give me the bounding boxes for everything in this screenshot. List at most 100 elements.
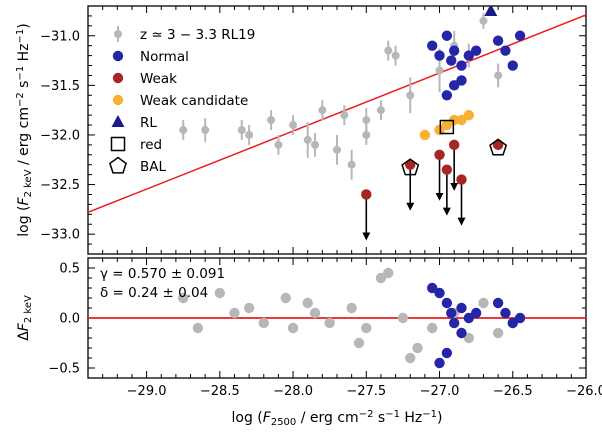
residual-normal-point bbox=[441, 347, 453, 359]
weak-candidate-point bbox=[456, 114, 467, 126]
normal-point bbox=[507, 60, 518, 71]
residual-rl19-point bbox=[397, 312, 409, 324]
legend-normal-label: Normal bbox=[140, 49, 189, 65]
rl19-point bbox=[311, 140, 320, 149]
rl19-point bbox=[318, 106, 327, 115]
rl19-point bbox=[384, 46, 393, 55]
fit-line bbox=[88, 14, 586, 214]
residual-normal-point bbox=[434, 287, 445, 299]
legend-rl-label: RL bbox=[140, 115, 157, 131]
residual-normal-point bbox=[434, 357, 445, 369]
top-plot-frame bbox=[87, 5, 587, 255]
fit-parameter-annotation: γ = 0.570 ± 0.091 bbox=[100, 266, 225, 282]
residual-rl19-point bbox=[229, 307, 240, 319]
legend-rl19-marker bbox=[114, 30, 122, 38]
residual-normal-point bbox=[427, 282, 438, 294]
rl19-point bbox=[435, 66, 444, 75]
weak-point bbox=[434, 149, 445, 160]
weak-candidate-point bbox=[441, 119, 453, 131]
top-y-axis-label: log (F2 keV / erg cm−2 s−1 Hz−1) bbox=[15, 23, 34, 237]
legend-red-marker bbox=[110, 136, 126, 152]
rl19-point bbox=[289, 121, 298, 130]
weak-candidate-point bbox=[434, 124, 445, 136]
residual-normal-point bbox=[456, 302, 467, 314]
normal-point bbox=[446, 55, 457, 66]
top-y-tick-label: −32.0 bbox=[40, 128, 80, 143]
normal-point bbox=[470, 45, 482, 56]
normal-point bbox=[434, 50, 445, 61]
x-tick-label: −29.0 bbox=[127, 384, 167, 399]
top-y-tick-label: −31.0 bbox=[40, 29, 80, 44]
residual-rl19-point bbox=[383, 267, 394, 279]
bottom-y-tick-label: 0.5 bbox=[59, 262, 80, 277]
legend-weak-label: Weak bbox=[140, 71, 177, 87]
residual-rl19-point bbox=[287, 322, 299, 334]
bottom-plot-area bbox=[88, 267, 586, 369]
bottom-y-tick-label: 0.0 bbox=[59, 312, 80, 327]
residual-rl19-point bbox=[178, 292, 189, 304]
weak-point bbox=[492, 139, 504, 151]
x-tick-label: −27.0 bbox=[420, 384, 460, 399]
x-tick-label: −28.0 bbox=[273, 384, 313, 399]
x-tick-label: −28.5 bbox=[200, 384, 240, 399]
weak-point bbox=[456, 174, 467, 185]
normal-point bbox=[463, 50, 475, 61]
legend-red-label: red bbox=[140, 137, 162, 153]
x-tick-label: −26.0 bbox=[566, 384, 602, 399]
residual-rl19-point bbox=[346, 302, 357, 314]
normal-point bbox=[514, 30, 526, 41]
normal-point bbox=[456, 60, 467, 71]
rl19-point bbox=[333, 145, 341, 154]
residual-normal-point bbox=[463, 312, 475, 324]
residual-rl19-point bbox=[478, 297, 489, 309]
residual-rl19-point bbox=[412, 342, 423, 354]
bottom-y-axis-label: ΔF2 keV bbox=[16, 295, 34, 341]
fit-parameter-annotation: δ = 0.24 ± 0.04 bbox=[100, 285, 208, 301]
bal-pentagon-marker bbox=[401, 158, 420, 176]
residual-normal-point bbox=[470, 307, 482, 319]
residual-normal-point bbox=[441, 297, 453, 309]
rl19-point bbox=[362, 116, 371, 125]
red-square-marker bbox=[439, 119, 455, 135]
rl19-point bbox=[494, 71, 503, 80]
weak-candidate-point bbox=[448, 114, 460, 126]
residual-normal-point bbox=[500, 307, 511, 319]
residual-rl19-point bbox=[309, 307, 321, 319]
legend-weak_cand-label: Weak candidate bbox=[140, 93, 248, 109]
residual-normal-point bbox=[446, 307, 457, 319]
normal-point bbox=[441, 90, 453, 101]
normal-point bbox=[492, 35, 504, 46]
residual-normal-point bbox=[514, 312, 526, 324]
legend-weak_cand-marker bbox=[112, 94, 124, 106]
residual-normal-point bbox=[492, 297, 504, 309]
legend-weak-marker bbox=[112, 72, 124, 84]
rl19-point bbox=[245, 130, 254, 139]
bottom-y-tick-label: −0.5 bbox=[48, 362, 80, 377]
normal-point bbox=[448, 45, 460, 56]
top-panel: −33.0 −32.5 −32.0 −31.5 −31.0 z ≃ 3 − 3.3 RL1… bbox=[40, 5, 587, 255]
rl19-point bbox=[406, 91, 415, 100]
residual-rl19-point bbox=[427, 322, 438, 334]
x-tick-label: −27.5 bbox=[346, 384, 386, 399]
legend-bal-marker bbox=[109, 156, 127, 174]
legend: z ≃ 3 − 3.3 RL19 Normal Weak Weak candidate… bbox=[109, 26, 255, 175]
residual-rl19-point bbox=[258, 317, 269, 329]
x-axis-label: log (F2500 / erg cm−2 s−1 Hz−1) bbox=[232, 409, 443, 428]
rl19-point bbox=[391, 51, 400, 60]
weak-point bbox=[441, 164, 453, 175]
weak-point bbox=[361, 189, 372, 200]
legend-normal-marker bbox=[112, 50, 124, 62]
residual-normal-point bbox=[507, 317, 518, 329]
legend-bal-label: BAL bbox=[140, 159, 166, 175]
rl19-point bbox=[376, 106, 385, 115]
rl19-point bbox=[340, 111, 349, 120]
x-tick-label: −26.5 bbox=[493, 384, 533, 399]
residual-normal-point bbox=[448, 317, 460, 329]
top-y-tick-label: −32.5 bbox=[40, 178, 80, 193]
residual-rl19-point bbox=[324, 317, 335, 329]
residual-rl19-point bbox=[375, 272, 387, 284]
residual-rl19-point bbox=[280, 292, 291, 304]
normal-point bbox=[456, 75, 467, 86]
normal-point bbox=[441, 30, 453, 41]
